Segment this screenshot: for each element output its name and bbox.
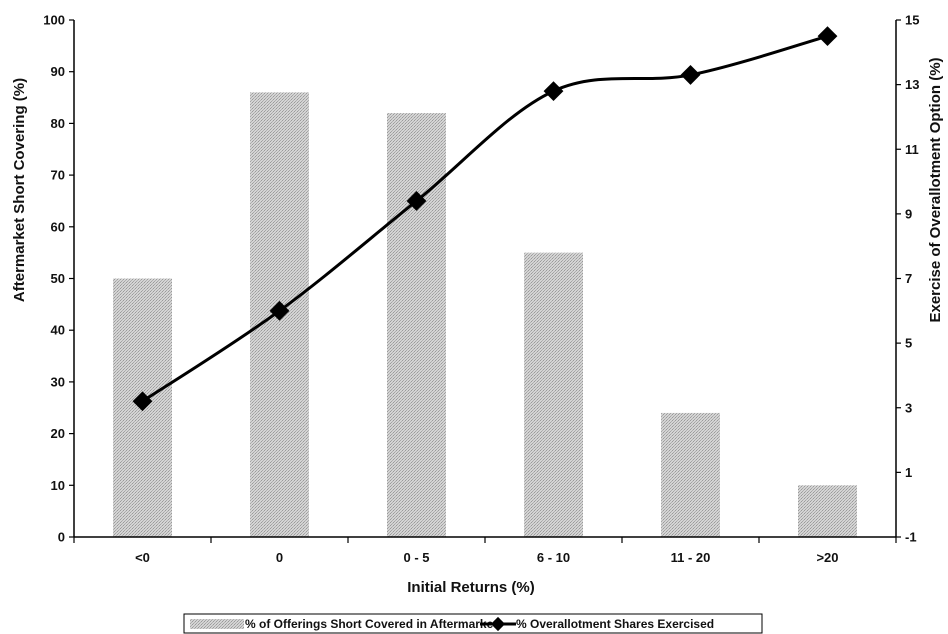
y2-tick-label: 7 [905, 271, 912, 286]
y2-tick-label: 5 [905, 336, 912, 351]
y-tick-label: 50 [51, 271, 65, 286]
bar [661, 412, 720, 537]
series-line [141, 34, 828, 403]
y-tick-label: 60 [51, 219, 65, 234]
y-tick-label: 0 [58, 530, 65, 545]
y-axis-title: Aftermarket Short Covering (%) [11, 78, 28, 302]
y-tick-label: 100 [43, 13, 65, 28]
x-tick-label: 0 - 5 [403, 550, 429, 565]
y2-tick-label: 15 [905, 13, 919, 28]
x-axis-title: Initial Returns (%) [407, 579, 535, 596]
bar-series [113, 92, 857, 537]
y2-tick-label: 3 [905, 400, 912, 415]
line-series [132, 26, 838, 412]
line-point [817, 26, 838, 47]
line-point [543, 81, 564, 101]
axes [69, 19, 901, 543]
bar [524, 252, 583, 537]
bar [387, 113, 446, 537]
line-point [680, 65, 701, 85]
line-point [269, 300, 290, 321]
legend-bar-label: % of Offerings Short Covered in Aftermar… [245, 617, 497, 631]
y2-tick-label: 1 [905, 465, 912, 480]
y2-tick-label: 11 [905, 142, 919, 157]
legend: % of Offerings Short Covered in Aftermar… [183, 613, 763, 634]
legend-bar-swatch [190, 619, 244, 629]
legend-line-marker [490, 616, 506, 632]
y-tick-label: 30 [51, 374, 65, 389]
bar [798, 485, 857, 537]
y-tick-label: 80 [51, 116, 65, 131]
y-tick-label: 70 [51, 168, 65, 183]
legend-line-label: % Overallotment Shares Exercised [516, 617, 714, 631]
x-tick-labels: <0 0 0 - 5 6 - 10 11 - 20 >20 [135, 550, 838, 565]
y-tick-label: 40 [51, 323, 65, 338]
x-tick-label: <0 [135, 550, 150, 565]
x-tick-label: 11 - 20 [671, 550, 711, 565]
y-tick-labels: 0 10 20 30 40 50 60 70 80 90 100 [43, 13, 65, 545]
y-tick-label: 90 [51, 64, 65, 79]
legend-box [183, 613, 763, 634]
line-point [132, 391, 153, 412]
x-tick-label: >20 [816, 550, 838, 565]
y2-axis-title: Exercise of Overallotment Option (%) [927, 57, 944, 322]
line-point [406, 191, 427, 211]
x-tick-label: 6 - 10 [537, 550, 570, 565]
y-tick-label: 10 [51, 478, 65, 493]
y2-tick-label: -1 [905, 530, 917, 545]
y-tick-label: 20 [51, 426, 65, 441]
y2-tick-label: 13 [905, 77, 919, 92]
y2-tick-label: 9 [905, 206, 912, 221]
x-tick-label: 0 [276, 550, 283, 565]
